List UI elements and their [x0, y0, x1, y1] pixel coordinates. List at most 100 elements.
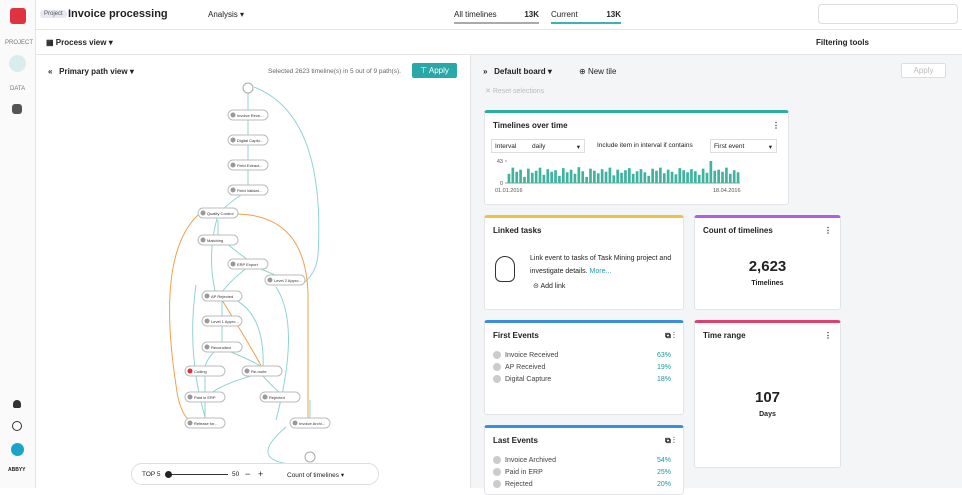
node-icon	[187, 394, 193, 400]
graph-controls: TOP 5 50 − + Count of timelines ▾	[131, 463, 379, 485]
event-row: Paid in ERP	[493, 468, 543, 476]
reset[interactable]: ✕ Reset selections	[485, 88, 545, 95]
analysis-menu[interactable]: Analysis ▾	[208, 10, 245, 19]
linked-text: Link event to tasks of Task Mining proje…	[530, 252, 680, 278]
bar	[713, 170, 717, 183]
bar	[697, 174, 701, 183]
node-label: Re-route	[251, 369, 267, 374]
node-label: Paid in ERP	[194, 395, 216, 400]
node-label: Reconciled	[211, 345, 231, 350]
bar	[721, 171, 724, 183]
process-node: Level 1 Appro...	[201, 315, 243, 327]
avatar[interactable]	[11, 443, 24, 456]
node-box	[197, 234, 239, 246]
timeline-chart: 0 43 01.01.2016 18.04.2016	[495, 159, 741, 194]
bar	[561, 168, 565, 183]
add-link[interactable]: ⊝ Add link	[533, 283, 566, 290]
title: Primary path view	[59, 67, 128, 76]
bar	[643, 172, 647, 183]
node-icon	[230, 137, 236, 143]
analysis: Analysis	[208, 10, 238, 19]
include[interactable]: First event ▾	[710, 139, 777, 153]
node-box	[241, 365, 283, 377]
filtering[interactable]: Filtering tools	[816, 38, 869, 47]
board: » Default board ▾ ⊕ New tile Apply ✕ Res…	[470, 55, 962, 495]
node-box	[227, 109, 269, 121]
metric-label: Count of timelines	[287, 472, 340, 479]
slider[interactable]	[166, 474, 228, 475]
bar	[538, 167, 542, 183]
node-label: Release for...	[194, 421, 218, 426]
apply-button[interactable]: ⊤ Apply	[412, 63, 457, 78]
view: Process view	[55, 38, 107, 47]
menu[interactable]: ⋮	[824, 226, 832, 235]
layout-tools[interactable]	[818, 4, 958, 24]
node-icon	[267, 277, 273, 283]
event-icon	[493, 375, 501, 383]
node-icon	[244, 368, 250, 374]
new-tile-label: New tile	[587, 67, 617, 76]
bar	[507, 173, 511, 183]
board-apply[interactable]: Apply	[901, 63, 946, 78]
process-node: Matching	[197, 234, 239, 246]
range-unit: Days	[759, 411, 776, 418]
board-menu[interactable]: » Default board ▾	[483, 67, 552, 76]
data-icon[interactable]	[12, 104, 22, 114]
help[interactable]	[12, 421, 22, 431]
more[interactable]: More...	[589, 268, 612, 275]
menu[interactable]: ⋮	[772, 121, 780, 130]
y-tick-label: 0	[500, 181, 503, 187]
menu[interactable]: ⋮	[824, 331, 832, 340]
node-label: Quality Control	[207, 211, 234, 216]
slider-handle[interactable]	[165, 471, 172, 478]
bar	[558, 175, 561, 183]
event-row: Rejected	[493, 480, 533, 488]
node-box	[289, 417, 331, 429]
node-icon	[200, 237, 206, 243]
event-icon	[493, 351, 501, 359]
end-node	[304, 451, 316, 463]
minus[interactable]: −	[245, 469, 251, 479]
menu[interactable]: ⧉ ⋮	[665, 331, 675, 340]
range-value: 107	[754, 389, 781, 406]
logo[interactable]	[10, 8, 26, 24]
metric[interactable]: Count of timelines ▾	[287, 472, 345, 479]
plus[interactable]: +	[258, 469, 264, 479]
project-icon[interactable]	[9, 55, 26, 72]
process-node: Invoice Archi...	[289, 417, 331, 429]
start-node	[242, 82, 254, 94]
apply: Apply	[428, 66, 449, 75]
bar	[577, 167, 581, 183]
process-node: Release for...	[184, 417, 226, 429]
title: Invoice processing	[68, 8, 168, 20]
bar	[662, 173, 666, 183]
all-timelines[interactable]: All timelines 13K	[454, 10, 539, 24]
board-name: Default board	[494, 67, 546, 76]
tile-title: Linked tasks	[493, 226, 542, 235]
current[interactable]: Current 13K	[551, 10, 621, 24]
edges	[192, 86, 320, 466]
bar	[554, 170, 557, 183]
bar	[736, 172, 740, 183]
view-menu[interactable]: ▦ Process view ▾	[46, 38, 113, 47]
event-icon	[493, 363, 501, 371]
node-box	[227, 134, 269, 146]
bar	[569, 169, 573, 183]
notifications[interactable]	[13, 400, 21, 408]
y-tick-label: 43	[497, 159, 503, 165]
menu[interactable]: ⧉ ⋮	[665, 436, 675, 445]
process-node: Digital Captu...	[227, 134, 269, 146]
node-box	[201, 341, 243, 353]
interval-value: daily	[532, 143, 546, 150]
bar	[686, 172, 689, 183]
bar	[732, 170, 736, 183]
new-tile[interactable]: ⊕ New tile	[579, 67, 617, 76]
node-box	[184, 391, 226, 403]
bar	[674, 174, 678, 183]
bar	[604, 171, 608, 183]
node-box	[184, 417, 226, 429]
interval[interactable]: Interval daily ▾	[491, 139, 585, 153]
bar	[527, 168, 530, 183]
event-share: 54%	[656, 457, 671, 464]
